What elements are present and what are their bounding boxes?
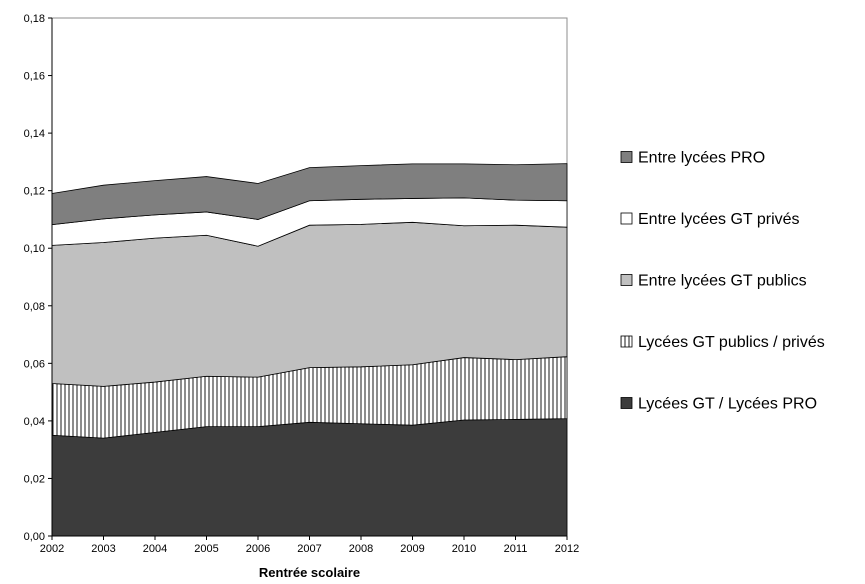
legend-swatch-entre-lycees-gt-prives — [620, 212, 633, 225]
legend-label-entre-lycees-gt-publics: Entre lycées GT publics — [638, 273, 807, 290]
y-tick-label: 0,04 — [24, 416, 45, 428]
y-tick-label: 0,02 — [24, 473, 45, 485]
y-tick-label: 0,18 — [24, 13, 45, 25]
legend-label-lycees-gt-publics-prives: Lycées GT publics / privés — [638, 334, 825, 351]
tick-labels-group: 0,00 0,02 0,04 0,06 0,08 0,10 0,12 0,14 0,16 0,18… — [24, 13, 580, 555]
y-tick-label: 0,10 — [24, 243, 45, 255]
legend-swatch-entre-lycees-gt-publics — [620, 274, 633, 286]
x-tick-label: 2007 — [297, 543, 321, 555]
y-tick-label: 0,14 — [24, 128, 45, 140]
x-tick-label: 2005 — [194, 543, 218, 555]
x-tick-label: 2012 — [555, 543, 579, 555]
x-tick-label: 2002 — [40, 543, 64, 555]
axes-group — [48, 17, 568, 540]
legend-label-entre-lycees-pro: Entre lycées PRO — [638, 150, 765, 167]
area-entre-lycees-pro — [51, 163, 568, 226]
legend-label-lycees-gt-lycees-pro: Lycées GT / Lycées PRO — [638, 396, 817, 413]
area-lycees-gt-lycees-pro — [51, 418, 568, 537]
x-tick-label: 2008 — [349, 543, 373, 555]
x-tick-label: 2006 — [246, 543, 270, 555]
x-tick-label: 2011 — [504, 543, 528, 555]
legend: Entre lycées PRO Entre lycées GT privés En… — [620, 150, 825, 413]
legend-swatch-lycees-gt-lycees-pro — [620, 397, 633, 409]
y-tick-label: 0,06 — [24, 358, 45, 370]
y-tick-label: 0,16 — [24, 71, 45, 83]
x-tick-label: 2003 — [91, 543, 115, 555]
y-tick-label: 0,00 — [24, 531, 45, 543]
x-tick-label: 2009 — [400, 543, 424, 555]
legend-swatch-entre-lycees-pro — [620, 151, 633, 163]
x-tick-label: 2010 — [452, 543, 476, 555]
legend-label-entre-lycees-gt-prives: Entre lycées GT privés — [638, 211, 800, 228]
y-tick-label: 0,12 — [24, 186, 45, 198]
y-tick-label: 0,08 — [24, 301, 45, 313]
legend-swatch-lycees-gt-publics-prives — [620, 335, 633, 348]
area-series-group — [51, 163, 568, 537]
x-axis-title: Rentrée scolaire — [259, 565, 360, 580]
x-tick-label: 2004 — [143, 543, 167, 555]
